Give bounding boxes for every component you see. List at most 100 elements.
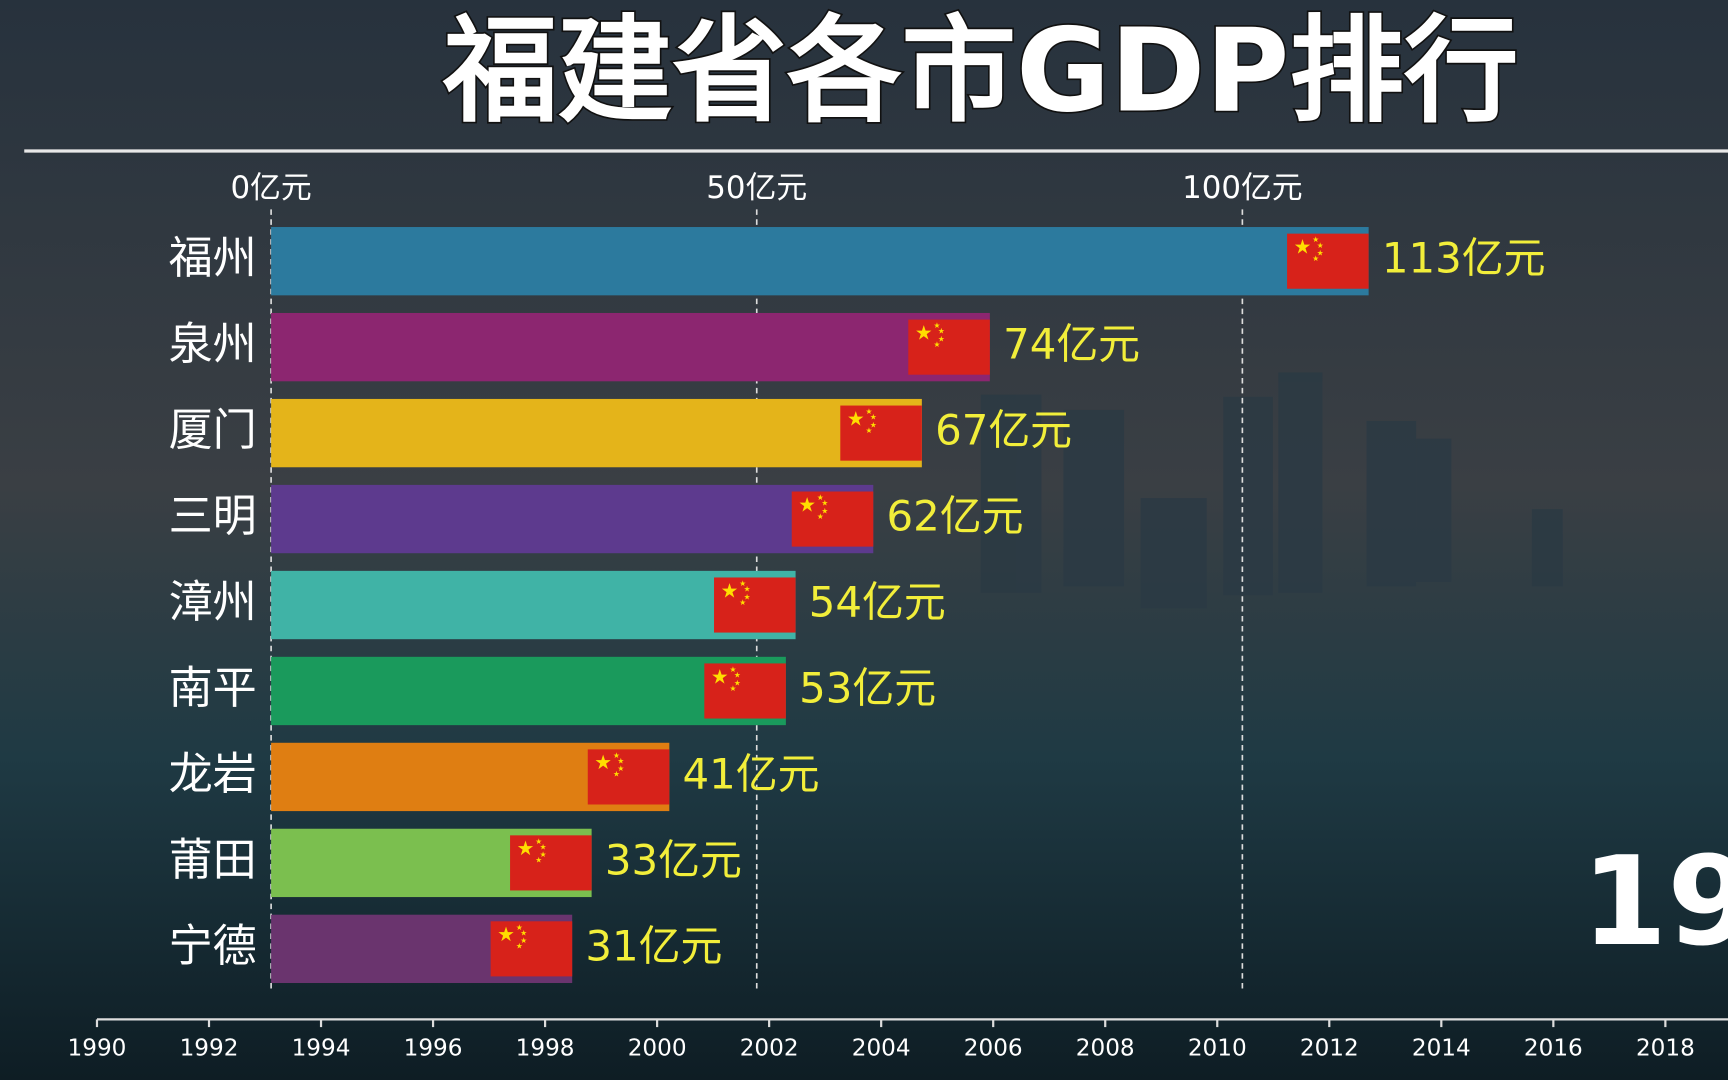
flag-star: ★ xyxy=(517,837,535,860)
value-label: 33亿元 xyxy=(605,835,742,884)
category-label: 莆田 xyxy=(169,835,257,886)
x-tick-label: 0亿元 xyxy=(230,170,311,206)
bar xyxy=(271,484,874,554)
flag-star: ★ xyxy=(540,850,547,859)
flag-star: ★ xyxy=(798,493,816,516)
timeline-tick-label: 2006 xyxy=(964,1036,1023,1062)
flag-star: ★ xyxy=(516,923,523,932)
flag-star: ★ xyxy=(821,499,828,508)
category-label: 漳州 xyxy=(169,577,257,628)
timeline-tick-label: 1992 xyxy=(180,1036,239,1062)
flag-field xyxy=(791,491,874,547)
category-label: 厦门 xyxy=(169,405,257,456)
category-label: 龙岩 xyxy=(169,749,257,800)
flag-star: ★ xyxy=(721,579,739,602)
flag-star: ★ xyxy=(520,936,527,945)
flag-star: ★ xyxy=(1294,235,1312,258)
flag-star: ★ xyxy=(734,678,741,687)
timeline-tick-label: 1994 xyxy=(292,1036,351,1062)
timeline-tick-label: 1990 xyxy=(68,1036,127,1062)
flag-star: ★ xyxy=(915,321,933,344)
value-label: 41亿元 xyxy=(683,749,820,798)
value-label: 54亿元 xyxy=(809,578,946,627)
timeline-tick-label: 1996 xyxy=(404,1036,463,1062)
flag-star: ★ xyxy=(821,506,828,515)
flag-star: ★ xyxy=(617,764,624,773)
x-tick-label: 50亿元 xyxy=(706,170,807,206)
category-label: 福州 xyxy=(169,233,257,284)
x-tick-label: 100亿元 xyxy=(1182,170,1303,206)
timeline-tick-label: 2012 xyxy=(1300,1036,1359,1062)
flag-star: ★ xyxy=(933,321,940,330)
flag-star: ★ xyxy=(739,579,746,588)
flag-star: ★ xyxy=(817,493,824,502)
flag: ★ ★★★★ xyxy=(714,577,796,633)
flag-star: ★ xyxy=(594,751,612,774)
flag-star: ★ xyxy=(1312,235,1319,244)
flag-star: ★ xyxy=(744,585,751,594)
flag-star: ★ xyxy=(540,842,547,851)
flag-star: ★ xyxy=(730,684,737,693)
flag-star: ★ xyxy=(497,923,515,946)
timeline-tick-label: 2004 xyxy=(852,1036,911,1062)
flag-star: ★ xyxy=(870,413,877,422)
flag-star: ★ xyxy=(1312,254,1319,263)
flag-field xyxy=(490,921,573,977)
value-label: 31亿元 xyxy=(585,921,722,970)
category-label: 泉州 xyxy=(169,319,257,370)
skyline xyxy=(980,372,1563,609)
flag-field xyxy=(840,405,922,461)
timeline-tick-label: 2000 xyxy=(628,1036,687,1062)
flag-star: ★ xyxy=(711,665,729,688)
value-label: 113亿元 xyxy=(1382,234,1546,283)
flag-star: ★ xyxy=(739,598,746,607)
year-label: 19 xyxy=(1581,830,1728,974)
flag-star: ★ xyxy=(734,671,741,680)
value-label: 67亿元 xyxy=(935,406,1072,455)
flag: ★ ★★★★ xyxy=(510,835,592,891)
timeline-tick-label: 2010 xyxy=(1188,1036,1247,1062)
bar xyxy=(271,570,796,640)
flag-star: ★ xyxy=(865,426,872,435)
bar xyxy=(271,656,786,726)
timeline-tick-label: 2016 xyxy=(1524,1036,1583,1062)
bar xyxy=(271,227,1369,296)
flag-star: ★ xyxy=(744,592,751,601)
flag-star: ★ xyxy=(617,757,624,766)
flag-star: ★ xyxy=(865,407,872,416)
flag-field xyxy=(908,319,990,375)
category-label: 南平 xyxy=(169,663,257,714)
value-label: 53亿元 xyxy=(799,663,936,712)
flag: ★ ★★★★ xyxy=(908,319,990,375)
value-label: 62亿元 xyxy=(887,492,1024,541)
flag-star: ★ xyxy=(613,770,620,779)
flag-star: ★ xyxy=(520,928,527,937)
timeline-tick-label: 2002 xyxy=(740,1036,799,1062)
bar xyxy=(271,398,922,468)
bar xyxy=(271,312,990,382)
flag: ★ ★★★★ xyxy=(587,749,670,805)
flag-star: ★ xyxy=(730,665,737,674)
flag-star: ★ xyxy=(870,420,877,429)
flag-star: ★ xyxy=(933,340,940,349)
flag-star: ★ xyxy=(938,327,945,336)
flag-star: ★ xyxy=(1317,248,1324,257)
timeline-tick-label: 2018 xyxy=(1636,1036,1695,1062)
value-label: 74亿元 xyxy=(1003,320,1140,369)
chart-title: 福建省各市GDP排行 xyxy=(442,6,1518,139)
flag-star: ★ xyxy=(535,837,542,846)
category-label: 宁德 xyxy=(169,921,257,972)
timeline-tick-label: 1998 xyxy=(516,1036,575,1062)
flag: ★ ★★★★ xyxy=(791,491,874,547)
flag-field xyxy=(704,663,786,719)
flag: ★ ★★★★ xyxy=(490,921,573,977)
flag-star: ★ xyxy=(847,407,865,430)
flag: ★ ★★★★ xyxy=(840,405,922,461)
timeline-tick-label: 2014 xyxy=(1412,1036,1471,1062)
flag-field xyxy=(714,577,796,633)
flag-star: ★ xyxy=(516,942,523,951)
flag-star: ★ xyxy=(535,856,542,865)
flag-field xyxy=(510,835,592,891)
